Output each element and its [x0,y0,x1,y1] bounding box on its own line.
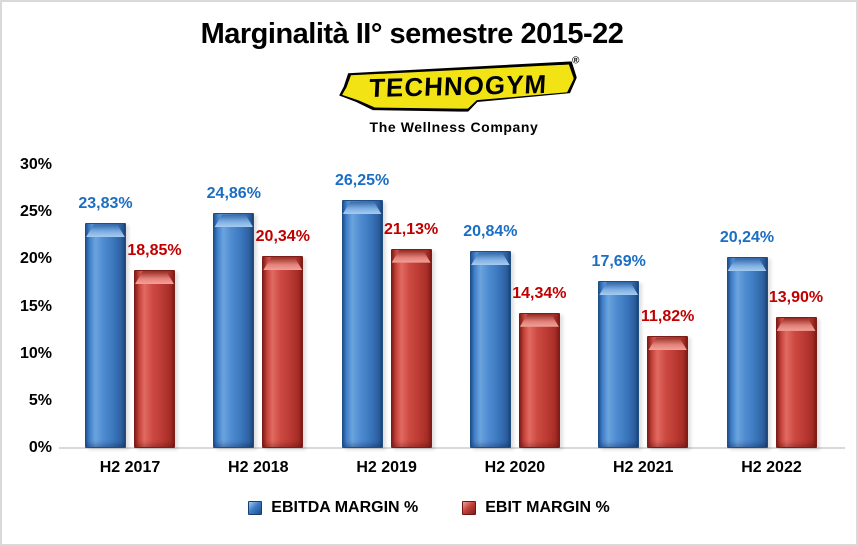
bar-ebitda-h2-2021 [598,281,640,448]
bar-ebit-h2-2018 [262,256,304,448]
bar-ebitda-h2-2017 [85,223,126,448]
value-label-ebitda-h2-2017: 23,83% [78,195,133,213]
legend-item-ebitda-margin: EBITDA MARGIN % [248,499,418,517]
x-label-h2-2021: H2 2021 [612,459,674,476]
y-tick-5: 5% [28,391,52,409]
legend-swatch-ebitda-icon [248,501,263,515]
x-label-h2-2018: H2 2018 [228,459,289,476]
legend-swatch-ebit-icon [462,501,477,515]
bar-ebit-h2-2017 [134,270,175,448]
x-label-h2-2022: H2 2022 [741,459,802,476]
x-label-h2-2020: H2 2020 [484,459,546,476]
technogym-logo: TECHNOGYM ® [338,55,580,114]
value-label-ebitda-h2-2022: 20,24% [719,229,775,247]
value-label-ebit-h2-2022: 13,90% [768,288,824,306]
legend: EBITDA MARGIN % EBIT MARGIN % [2,499,856,517]
bar-ebit-h2-2022 [775,316,817,448]
y-tick-30: 30% [19,156,52,173]
registered-trademark-icon: ® [571,55,580,67]
value-label-ebit-h2-2021: 11,82% [640,308,695,326]
x-label-h2-2017: H2 2017 [99,459,161,476]
bar-ebitda-h2-2018 [213,213,255,448]
legend-label-ebitda-margin: EBITDA MARGIN % [271,499,419,516]
bar-ebit-h2-2019 [390,248,432,448]
bar-ebit-h2-2020 [518,312,560,448]
bar-ebitda-h2-2020 [469,251,511,448]
value-label-ebit-h2-2019: 21,13% [383,220,439,238]
y-tick-25: 25% [19,203,52,221]
x-label-h2-2019: H2 2019 [356,459,417,476]
bar-ebitda-h2-2022 [726,257,768,448]
value-label-ebitda-h2-2018: 24,86% [206,185,261,203]
y-tick-10: 10% [19,344,52,362]
logo-banner: TECHNOGYM [342,64,575,111]
value-label-ebit-h2-2018: 20,34% [255,228,310,246]
y-tick-20: 20% [19,250,52,268]
value-label-ebitda-h2-2019: 26,25% [334,172,390,190]
value-label-ebitda-h2-2020: 20,84% [463,223,518,241]
value-label-ebit-h2-2017: 18,85% [127,242,182,260]
x-axis-baseline [59,447,845,449]
logo-brand-text: TECHNOGYM [368,68,548,103]
value-label-ebit-h2-2020: 14,34% [512,284,567,302]
value-label-ebitda-h2-2021: 17,69% [591,253,646,271]
chart-title: Marginalità II° semestre 2015-22 [200,18,624,50]
bar-ebitda-h2-2019 [341,200,383,448]
bar-ebit-h2-2021 [647,336,689,448]
logo-tagline: The Wellness Company [369,119,539,135]
y-tick-15: 15% [19,297,52,315]
legend-item-ebit-margin: EBIT MARGIN % [462,499,610,517]
y-tick-0: 0% [28,439,52,456]
legend-label-ebit-margin: EBIT MARGIN % [485,499,610,516]
